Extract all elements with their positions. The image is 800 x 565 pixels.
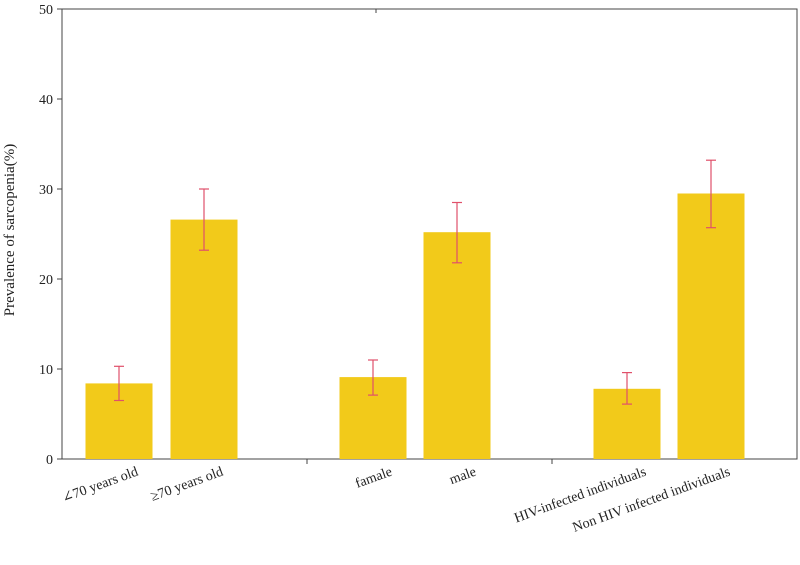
y-tick-label-4: 40 — [39, 93, 53, 108]
y-tick-label-1: 10 — [39, 363, 53, 378]
x-category-label-0-0: ∠70 years old — [60, 465, 140, 507]
x-category-label-1-0: famale — [353, 465, 394, 492]
x-category-label-1-1: male — [448, 465, 479, 488]
bar-2-1 — [677, 193, 745, 459]
bar-1-1 — [423, 232, 491, 459]
y-tick-label-2: 20 — [39, 273, 53, 288]
y-tick-label-0: 0 — [46, 453, 53, 468]
x-category-label-2-1: Non HIV infected individuals — [571, 465, 733, 536]
y-axis-title: Prevalence of sarcopenia(%) — [2, 144, 18, 316]
y-tick-label-5: 50 — [39, 3, 53, 18]
bar-0-1 — [170, 219, 238, 459]
x-category-label-0-1: ≥70 years old — [149, 465, 226, 505]
y-tick-label-3: 30 — [39, 183, 53, 198]
plot-area: 0 10 20 30 40 50 ∠70 years old ≥70 years old fam… — [39, 3, 798, 536]
